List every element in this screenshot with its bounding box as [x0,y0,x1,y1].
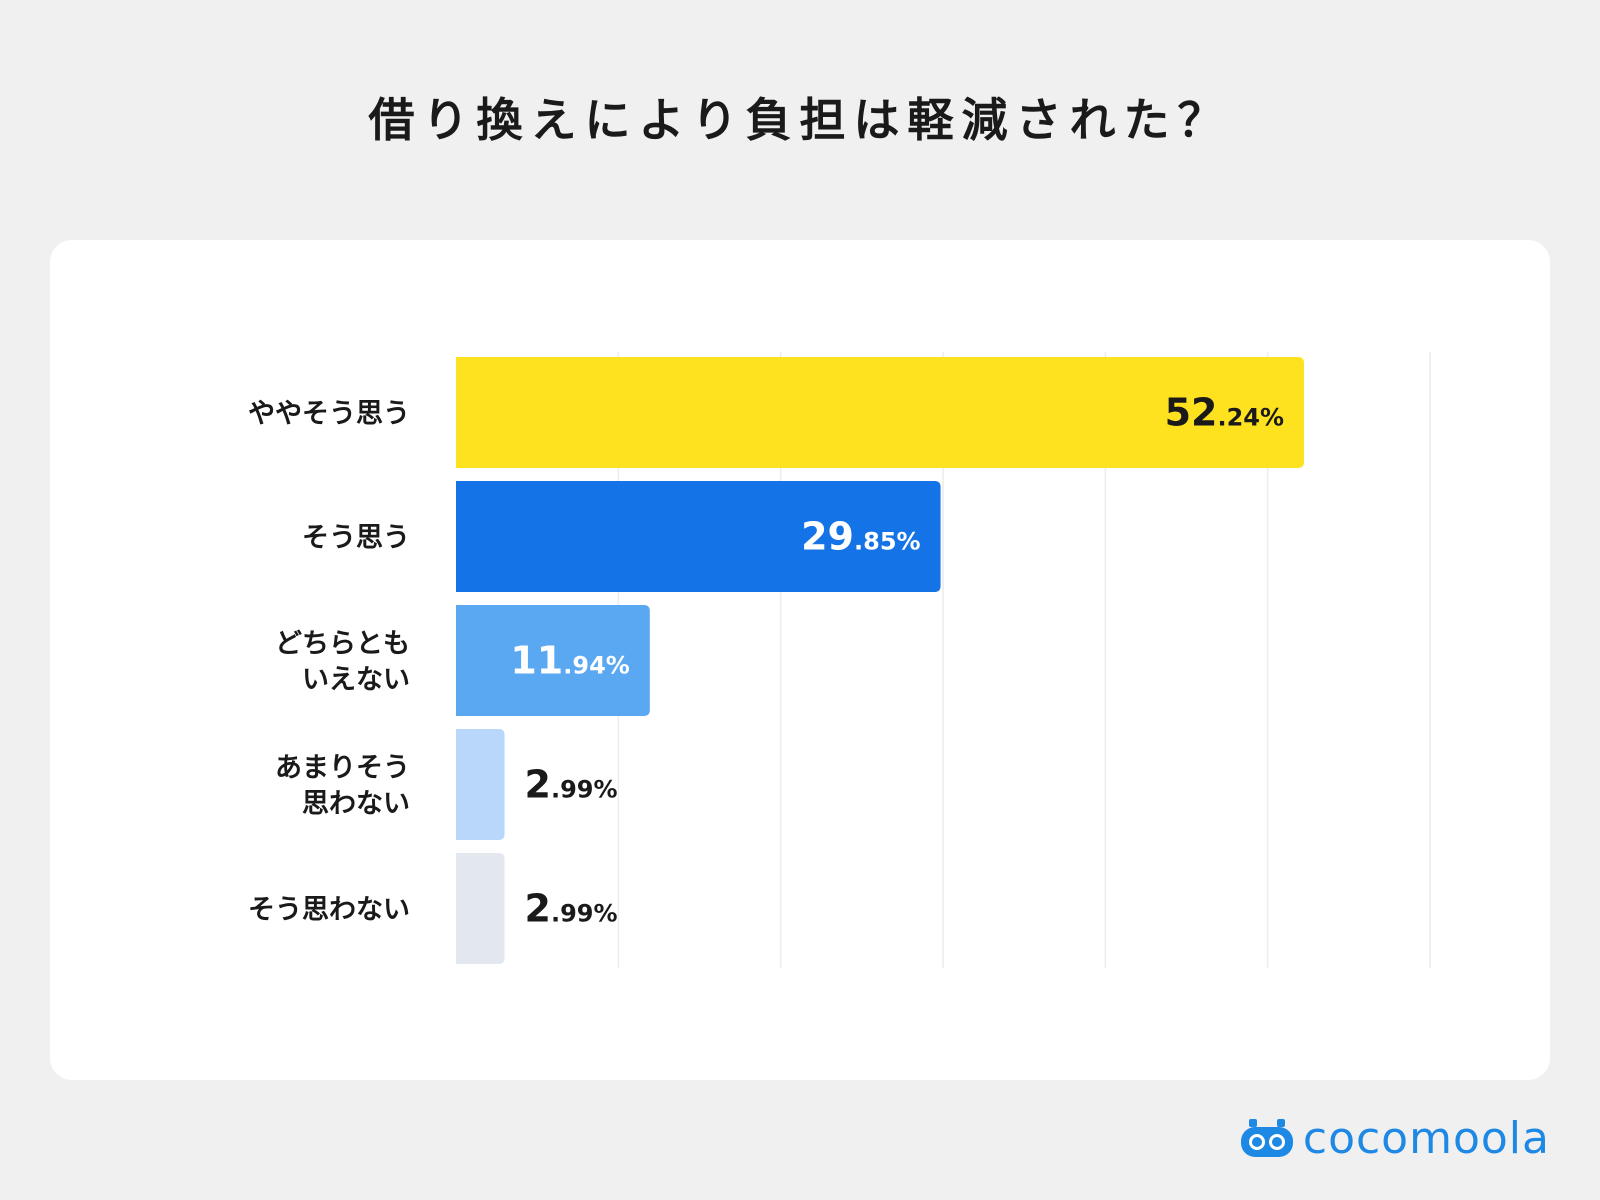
bar [456,605,650,716]
data-label: 2.99% [525,887,618,931]
data-label: 11.94% [510,639,629,683]
category-label: いえない [302,665,410,696]
category-label: あまりそう [275,753,410,784]
data-label: 29.85% [801,515,920,559]
bar [456,853,505,964]
cocomoola-logo-icon [1240,1118,1293,1157]
category-label: そう思う [302,523,410,554]
category-label: そう思わない [248,895,410,926]
category-label: どちらとも [275,629,410,660]
brand-logo: cocomoola [1239,1113,1550,1164]
brand-name: cocomoola [1302,1113,1550,1164]
bar [456,481,941,592]
data-label: 52.24% [1165,391,1284,435]
bar [456,357,1305,468]
chart-title: 借り換えにより負担は軽減された？ [368,93,1232,147]
bar [456,729,505,840]
data-label: 2.99% [525,763,618,807]
category-label: ややそう思う [248,399,410,430]
category-label: 思わない [302,789,410,820]
